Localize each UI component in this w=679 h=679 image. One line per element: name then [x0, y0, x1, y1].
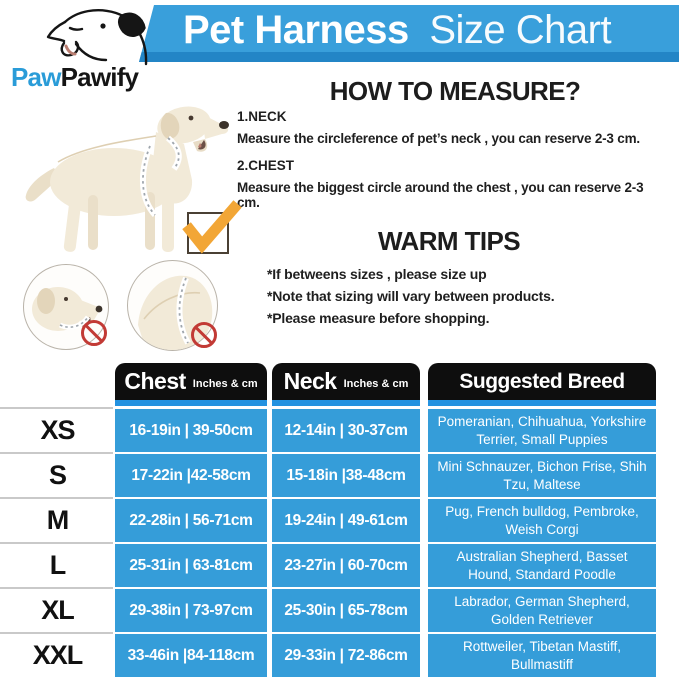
warm-tip-3: *Please measure before shopping.: [267, 310, 490, 326]
chest-value: 33-46in |84-118cm: [115, 634, 267, 677]
step-chest-label: 2.CHEST: [237, 158, 295, 173]
neck-value: 25-30in | 65-78cm: [272, 589, 420, 632]
step-neck-label: 1.NECK: [237, 109, 287, 124]
column-header-chest: Chest Inches & cm: [115, 363, 267, 400]
neck-header-label: Neck: [283, 368, 337, 394]
chest-value: 22-28in | 56-71cm: [115, 499, 267, 542]
measuring-tape-chest: [139, 144, 158, 218]
banner-bottom-stripe: [139, 52, 679, 62]
dog-with-harness-illustration: [25, 106, 229, 252]
table-row-xxl: XXL 33-46in |84-118cm 29-33in | 72-86cm …: [0, 634, 679, 677]
breed-value: Mini Schnauzer, Bichon Frise, Shih Tzu, …: [428, 454, 656, 497]
dog-eye: [188, 115, 194, 121]
neck-header-units: Inches & cm: [343, 378, 409, 390]
neck-value: 23-27in | 60-70cm: [272, 544, 420, 587]
size-table-header: Chest Inches & cm Neck Inches & cm Sugge…: [0, 363, 679, 400]
step-chest-text: Measure the biggest circle around the ch…: [237, 180, 644, 210]
orange-checkmark-icon: [182, 200, 242, 254]
header-underline-stripes: [0, 400, 679, 406]
stripe-breed: [428, 400, 656, 406]
size-column-divider: [0, 587, 113, 589]
brand-wordmark: PawPawify: [11, 62, 139, 93]
table-row-xs: XS 16-19in | 39-50cm 12-14in | 30-37cm P…: [0, 409, 679, 452]
breed-value: Pug, French bulldog, Pembroke, Weish Cor…: [428, 499, 656, 542]
chest-header-units: Inches & cm: [192, 378, 258, 390]
size-column-divider: [0, 407, 113, 409]
breed-value: Rottweiler, Tibetan Mastiff, Bullmastiff: [428, 634, 656, 677]
brand-word-pawify: Pawify: [60, 62, 139, 92]
warm-tip-1: *If betweens sizes , please size up: [267, 266, 487, 282]
table-row-xl: XL 29-38in | 73-97cm 25-30in | 65-78cm L…: [0, 589, 679, 632]
size-column-divider: [0, 452, 113, 454]
chest-header-label: Chest: [124, 368, 186, 394]
chest-value: 17-22in |42-58cm: [115, 454, 267, 497]
step-neck-text: Measure the circleference of pet’s neck …: [237, 131, 640, 146]
prohibited-icon: [81, 320, 107, 346]
breed-header-label: Suggested Breed: [459, 369, 625, 393]
size-column-divider: [0, 542, 113, 544]
page-title: Pet Harness Size Chart: [183, 7, 612, 52]
stripe-neck: [272, 400, 420, 406]
chest-value: 29-38in | 73-97cm: [115, 589, 267, 632]
chest-value: 25-31in | 63-81cm: [115, 544, 267, 587]
size-label: XXL: [32, 640, 84, 670]
prohibited-icon: [191, 322, 217, 348]
neck-value: 19-24in | 49-61cm: [272, 499, 420, 542]
size-label: L: [49, 550, 67, 580]
warm-tips-heading: WARM TIPS: [378, 226, 521, 256]
breed-value: Australian Shepherd, Basset Hound, Stand…: [428, 544, 656, 587]
neck-value: 29-33in | 72-86cm: [272, 634, 420, 677]
size-column-divider: [0, 632, 113, 634]
stripe-chest: [115, 400, 267, 406]
table-row-m: M 22-28in | 56-71cm 19-24in | 49-61cm Pu…: [0, 499, 679, 542]
dog-nose: [219, 121, 229, 129]
page-title-light: Size Chart: [429, 7, 612, 52]
neck-value: 15-18in |38-48cm: [272, 454, 420, 497]
size-label: XL: [41, 595, 75, 625]
page-title-bold: Pet Harness: [183, 7, 409, 52]
chest-value: 16-19in | 39-50cm: [115, 409, 267, 452]
size-label: M: [46, 505, 70, 535]
table-row-s: S 17-22in |42-58cm 15-18in |38-48cm Mini…: [0, 454, 679, 497]
column-header-breed: Suggested Breed: [428, 363, 656, 400]
how-to-measure-heading: HOW TO MEASURE?: [329, 76, 581, 106]
neck-value: 12-14in | 30-37cm: [272, 409, 420, 452]
size-table: Chest Inches & cm Neck Inches & cm Sugge…: [0, 363, 679, 679]
column-header-neck: Neck Inches & cm: [272, 363, 420, 400]
brand-logo: PawPawify: [0, 0, 200, 100]
breed-value: Labrador, German Shepherd, Golden Retrie…: [428, 589, 656, 632]
warm-tip-2: *Note that sizing will vary between prod…: [267, 288, 555, 304]
breed-value: Pomeranian, Chihuahua, Yorkshire Terrier…: [428, 409, 656, 452]
size-label: S: [48, 460, 67, 490]
size-label: XS: [40, 415, 75, 445]
size-column-divider: [0, 497, 113, 499]
measuring-tape-neck: [165, 135, 182, 171]
dog-ear: [160, 112, 180, 139]
logo-dog-ear: [118, 12, 146, 37]
brand-word-paw: Paw: [11, 62, 61, 92]
header-banner: Pet Harness Size Chart: [139, 5, 679, 62]
wrong-neck-measure-inset: [23, 264, 109, 350]
table-row-l: L 25-31in | 63-81cm 23-27in | 60-70cm Au…: [0, 544, 679, 587]
dog-head-logo-icon: [46, 9, 148, 66]
inset-dog-head: [32, 287, 103, 331]
